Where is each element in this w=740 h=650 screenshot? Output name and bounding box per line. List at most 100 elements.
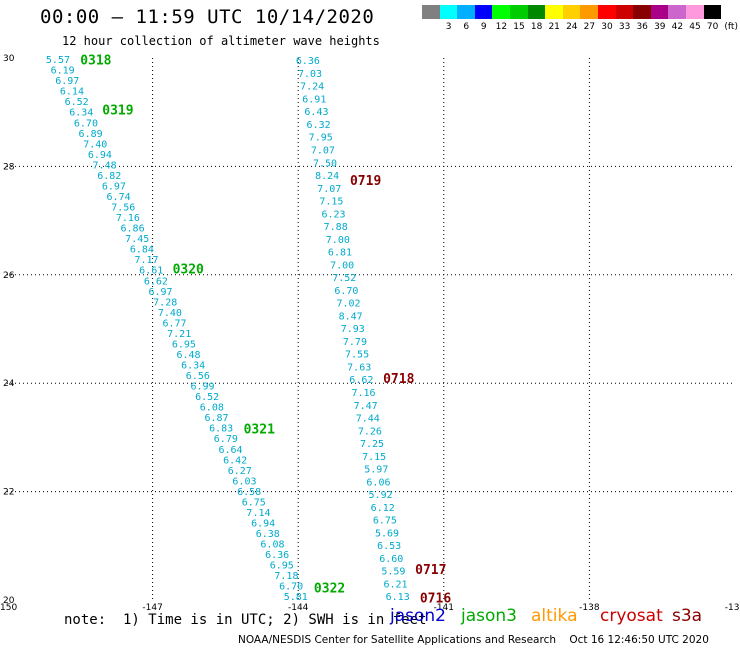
wave-height-point: 7.40: [158, 308, 182, 319]
wave-height-point: 8.47: [339, 311, 363, 322]
y-tick-label: 28: [3, 162, 15, 172]
wave-height-point: 6.19: [51, 66, 75, 77]
time-label: 0321: [244, 423, 275, 438]
color-scale-swatch: [615, 5, 634, 19]
color-scale-swatch: [703, 5, 722, 19]
legend-jason2: jason2: [390, 606, 446, 626]
wave-height-point: 7.52: [332, 273, 356, 284]
wave-height-point: 6.56: [186, 371, 210, 382]
wave-height-point: 6.34: [181, 361, 205, 372]
page-title: 00:00 – 11:59 UTC 10/14/2020: [40, 6, 375, 28]
wave-height-point: 6.70: [279, 582, 303, 593]
wave-height-point: 7.88: [324, 222, 348, 233]
wave-height-point: 6.43: [304, 107, 328, 118]
wave-height-point: 6.86: [121, 224, 145, 235]
color-scale-swatch: [439, 5, 458, 19]
footer-credit: NOAA/NESDIS Center for Satellite Applica…: [238, 634, 709, 646]
legend-jason3: jason3: [461, 606, 517, 626]
wave-height-point: 7.17: [135, 255, 159, 266]
wave-height-point: 6.08: [200, 403, 224, 414]
wave-height-point: 7.25: [360, 439, 384, 450]
wave-height-point: 6.89: [79, 129, 103, 140]
color-scale-label: 12: [495, 22, 508, 32]
wave-height-point: 7.07: [311, 146, 335, 157]
wave-height-point: 6.36: [265, 550, 289, 561]
wave-height-point: 7.03: [298, 69, 322, 80]
wave-height-point: 6.79: [214, 434, 238, 445]
color-scale-swatch: [633, 5, 651, 19]
wave-height-point: 6.13: [386, 592, 410, 603]
wave-height-point: 8.24: [315, 171, 339, 182]
wave-height-point: 6.61: [139, 266, 163, 277]
time-label: 0318: [80, 54, 111, 69]
wave-height-point: 7.79: [343, 337, 367, 348]
wave-height-point: 5.92: [369, 490, 393, 501]
color-scale-label: 39: [654, 22, 666, 32]
wave-height-point: 7.14: [246, 508, 270, 519]
color-scale-swatch: [422, 5, 440, 19]
wave-height-point: 6.75: [242, 497, 266, 508]
wave-height-point: 7.55: [345, 350, 369, 361]
color-scale-label: 70: [706, 22, 719, 32]
wave-height-point: 6.75: [373, 516, 397, 527]
wave-height-point: 7.02: [336, 299, 360, 310]
wave-height-point: 6.23: [322, 209, 346, 220]
wave-height-point: 6.81: [328, 248, 352, 259]
wave-height-point: 5.97: [364, 465, 388, 476]
color-scale-swatch: [492, 5, 510, 19]
y-tick-label: 26: [3, 271, 15, 281]
color-scale-swatch: [686, 5, 704, 19]
color-scale-label: 15: [513, 22, 525, 32]
color-scale-label: 3: [445, 22, 452, 32]
wave-height-point: 6.52: [195, 392, 219, 403]
color-scale-swatch: [668, 5, 686, 19]
color-scale-label: 6: [463, 22, 470, 32]
wave-height-point: 6.74: [107, 192, 131, 203]
wave-height-point: 6.53: [377, 541, 401, 552]
wave-height-point: 6.91: [302, 94, 326, 105]
color-scale-swatch: [457, 5, 475, 19]
wave-height-point: 6.42: [223, 455, 247, 466]
wave-height-point: 7.50: [313, 158, 337, 169]
wave-height-point: 7.28: [153, 297, 177, 308]
color-scale-label: 45: [689, 22, 701, 32]
x-tick-label: -147: [142, 603, 162, 613]
legend-s3a: s3a: [672, 606, 703, 626]
y-tick-label: 22: [3, 488, 14, 498]
time-label: 0717: [415, 563, 446, 578]
wave-height-point: 6.03: [232, 476, 256, 487]
wave-height-point: 6.99: [190, 382, 214, 393]
color-scale-swatch: [650, 5, 669, 19]
color-scale-label: 18: [530, 22, 543, 32]
color-scale-label: 30: [601, 22, 613, 32]
wave-height-point: 6.94: [88, 150, 112, 161]
wave-height-point: 6.12: [371, 503, 395, 514]
wave-height-point: 6.97: [102, 181, 126, 192]
wave-height-point: 6.21: [384, 579, 408, 590]
wave-height-point: 6.97: [55, 76, 79, 87]
wave-height-point: 6.84: [130, 245, 154, 256]
color-scale-swatch: [562, 5, 581, 19]
chart-subtitle: 12 hour collection of altimeter wave hei…: [62, 34, 380, 48]
wave-height-point: 7.47: [354, 401, 378, 412]
wave-height-point: 6.08: [260, 540, 284, 551]
y-tick-label: 20: [3, 596, 15, 606]
x-tick-label: -144: [288, 603, 309, 613]
color-scale-swatch: [545, 5, 563, 19]
wave-height-point: 7.15: [319, 197, 343, 208]
wave-height-point: 6.60: [379, 554, 403, 565]
time-label: 0718: [383, 372, 414, 387]
time-label: 0322: [314, 582, 345, 597]
legend-cryosat: cryosat: [600, 606, 663, 626]
wave-height-point: 5.69: [375, 528, 399, 539]
color-scale-label: 42: [671, 22, 684, 32]
x-tick-label: -141: [434, 603, 454, 613]
wave-height-point: 6.70: [74, 118, 98, 129]
color-scale-label: 36: [636, 22, 648, 32]
wave-height-point: 7.40: [83, 139, 107, 150]
wave-height-point: 7.44: [356, 414, 380, 425]
wave-height-point: 6.32: [307, 120, 331, 131]
wave-height-point: 6.95: [172, 339, 196, 350]
time-label: 0320: [173, 262, 204, 277]
